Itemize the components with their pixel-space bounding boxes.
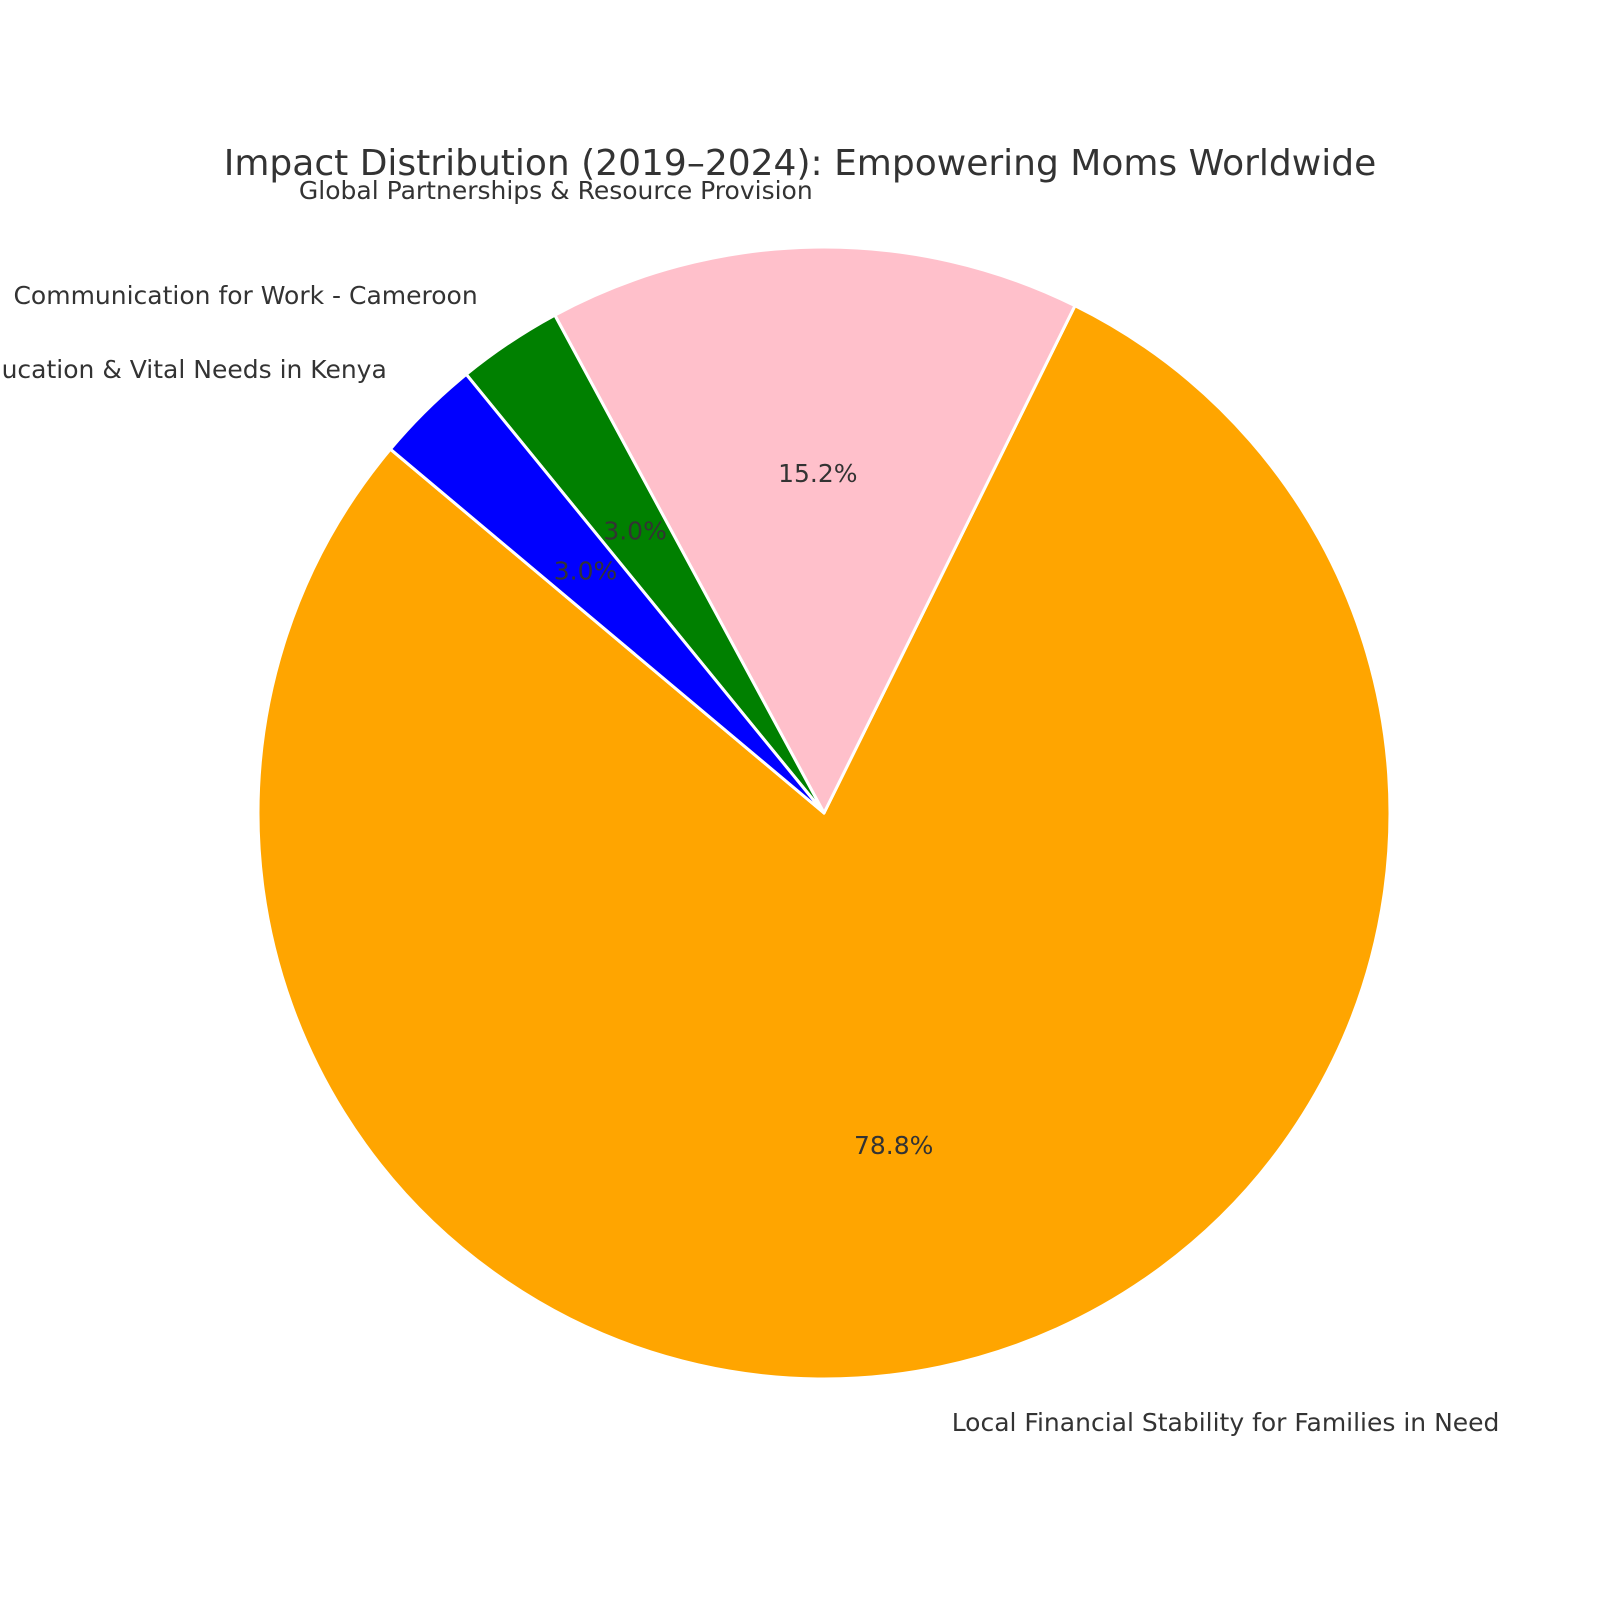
category-labels: Local Financial Stability for Families i… (0, 176, 1499, 1437)
category-label-communication-for-work-cameroon: Communication for Work - Cameroon (13, 281, 477, 310)
pct-label-global-partnerships-resource-provision: 15.2% (778, 459, 857, 488)
pct-label-communication-for-work-cameroon: 3.0% (603, 516, 667, 545)
category-label-global-partnerships-resource-provision: Global Partnerships & Resource Provision (299, 176, 813, 205)
pie-slice-global-partnerships-resource-provision (553, 245, 1077, 815)
pie-slice-local-financial-stability-for-families-in-need (256, 304, 1392, 1381)
category-label-local-financial-stability-for-families-in-need: Local Financial Stability for Families i… (952, 1408, 1500, 1437)
pie-slice-education-vital-needs-in-kenya (388, 372, 826, 815)
category-label-education-vital-needs-in-kenya: Education & Vital Needs in Kenya (0, 355, 387, 384)
percentage-labels: 78.8% 15.2% 3.0% 3.0% (554, 459, 934, 1160)
pct-label-local-financial-stability-for-families-in-need: 78.8% (854, 1131, 933, 1160)
pct-label-education-vital-needs-in-kenya: 3.0% (554, 557, 618, 586)
chart-title: Impact Distribution (2019–2024): Empower… (224, 143, 1376, 184)
pie-slices (256, 245, 1392, 1381)
